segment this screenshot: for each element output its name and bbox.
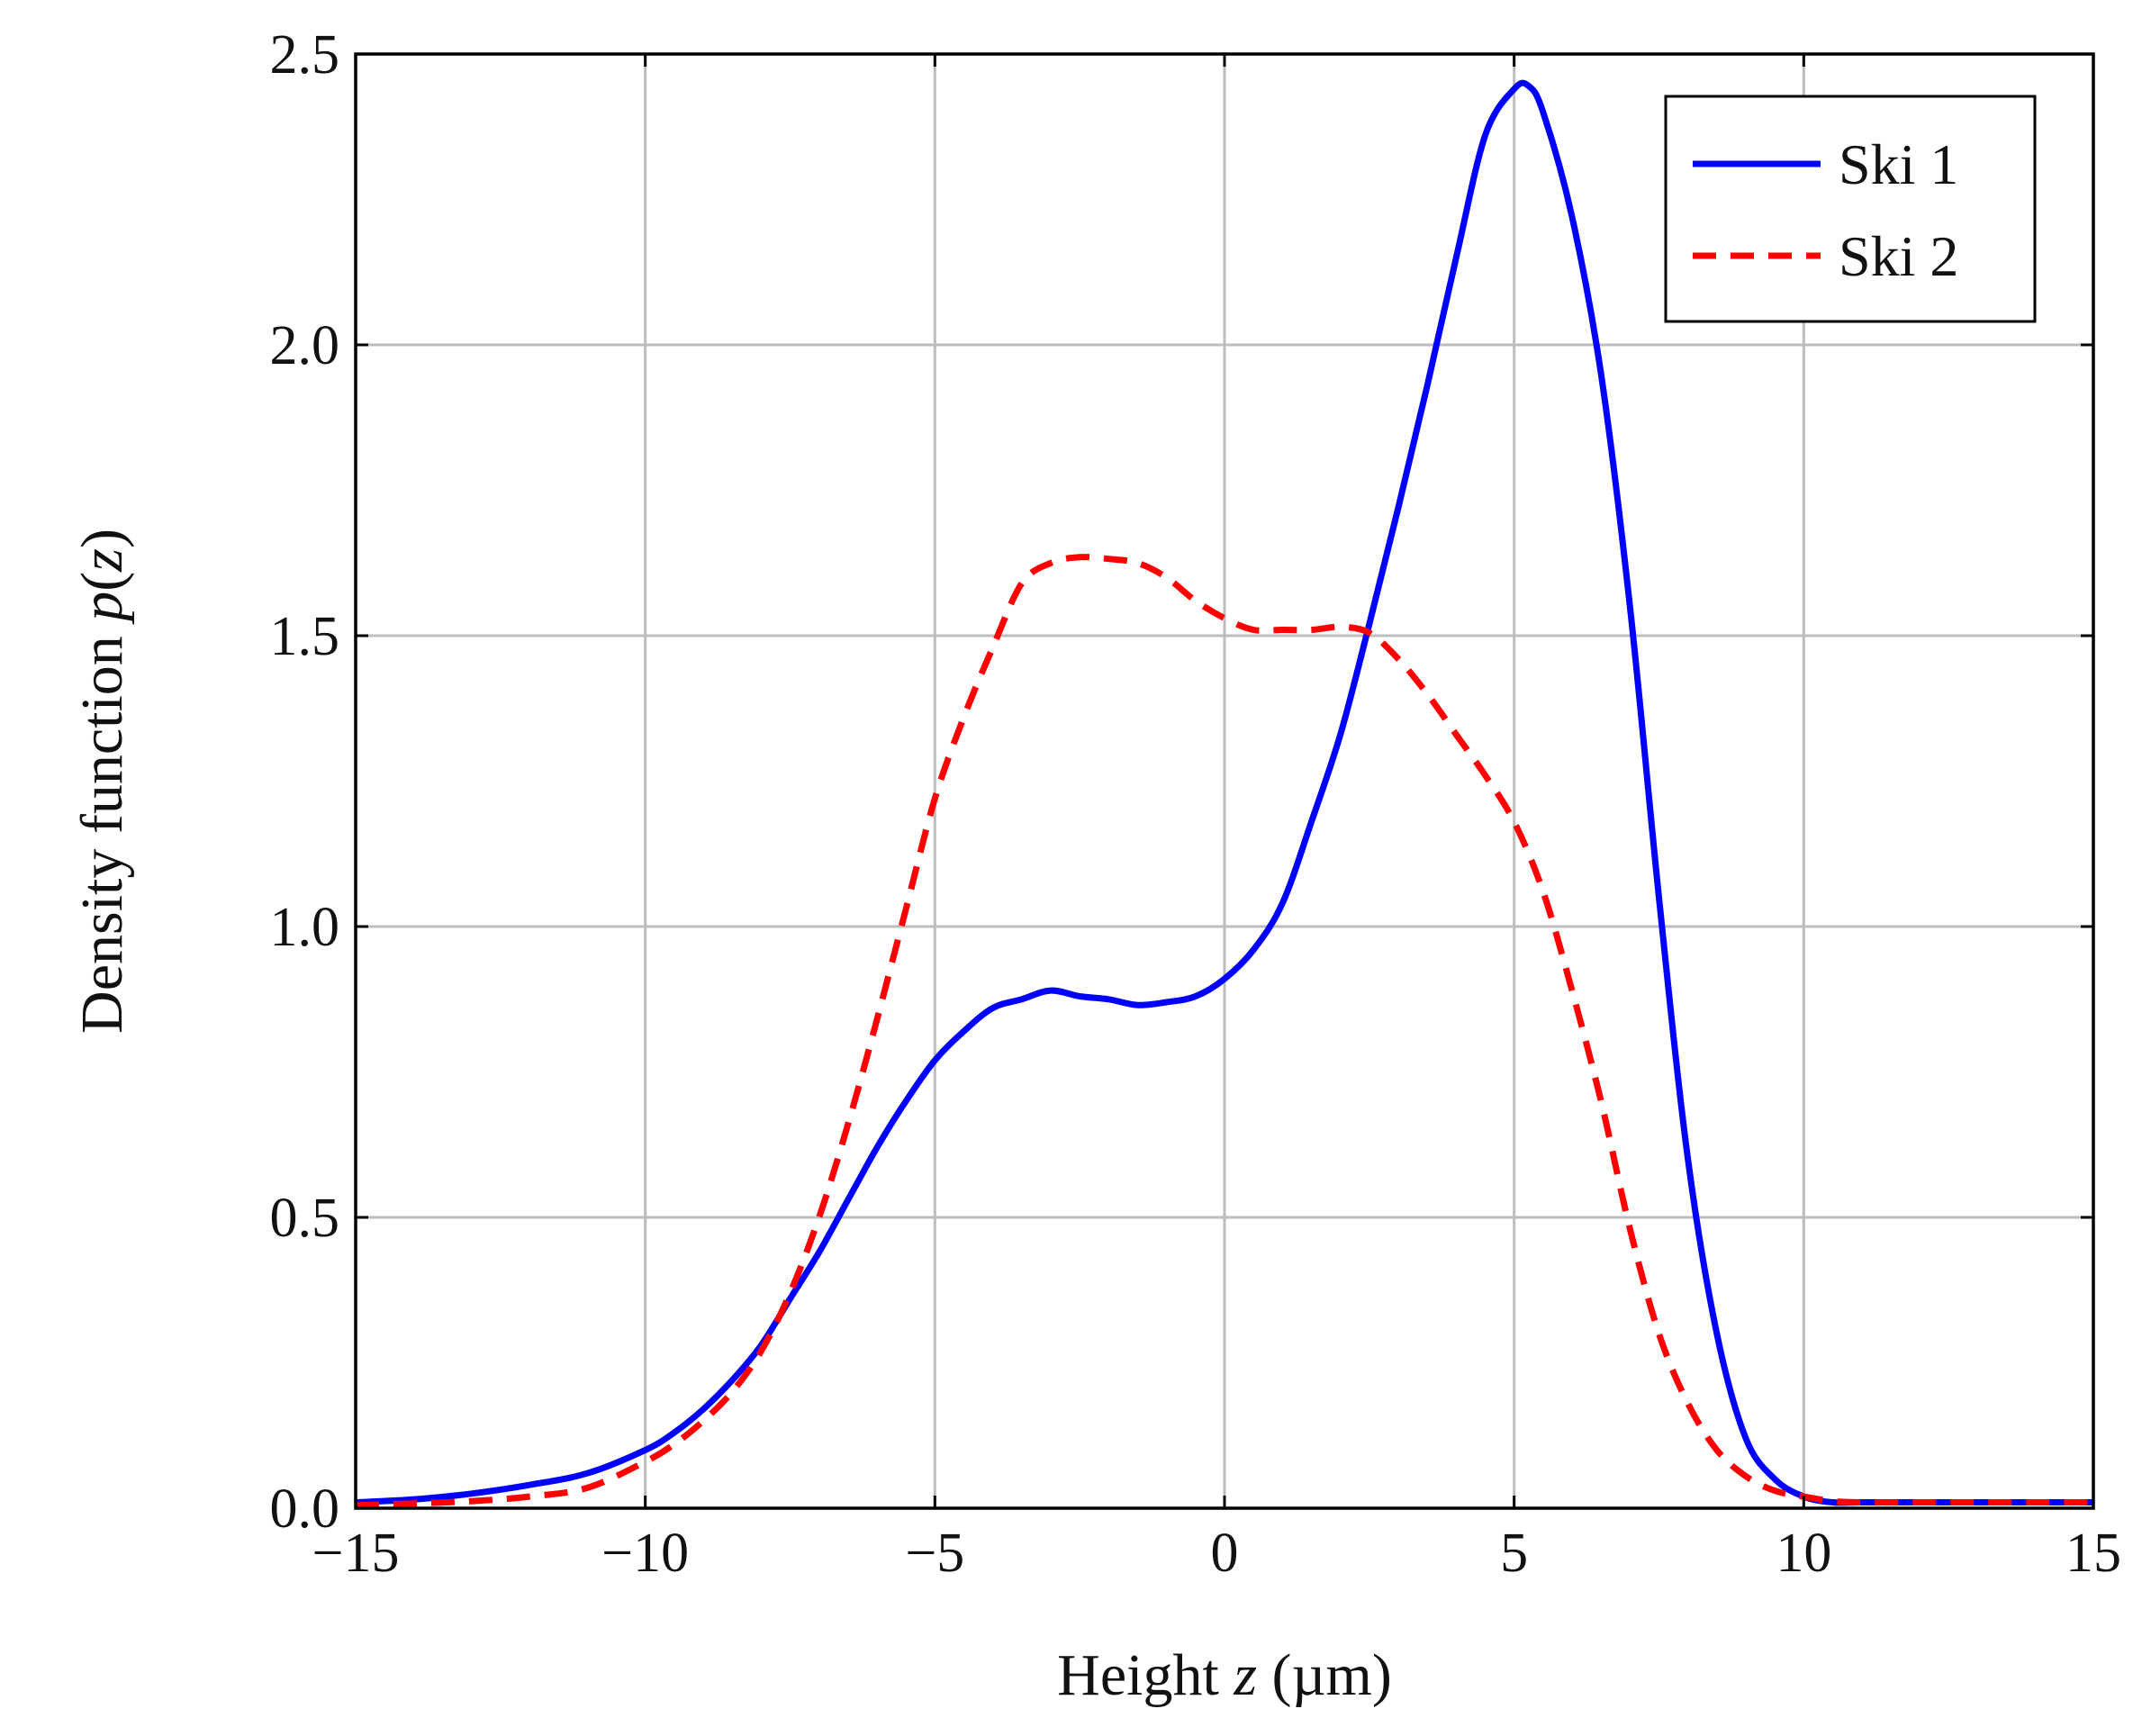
y-axis-label-close-paren: ) — [69, 529, 135, 548]
y-tick-label: 0.5 — [270, 1188, 340, 1249]
series-lines — [356, 79, 2093, 1508]
x-axis-label: Height z (µm) — [1057, 1642, 1392, 1708]
y-axis-label-open-paren: ( — [69, 572, 135, 592]
x-tick-label: −15 — [312, 1523, 400, 1584]
x-axis-label-prefix: Height — [1057, 1642, 1234, 1708]
legend-label-ski-2: Ski 2 — [1839, 224, 1958, 288]
y-axis-label: Density function p(z) — [69, 529, 135, 1034]
y-tick-label: 2.5 — [270, 24, 340, 86]
y-tick-label: 1.0 — [270, 897, 340, 958]
x-tick-label: 15 — [2065, 1523, 2121, 1584]
legend-label-ski-1: Ski 1 — [1839, 132, 1958, 196]
x-tick-label: 10 — [1776, 1523, 1831, 1584]
x-tick-label: −5 — [905, 1523, 964, 1584]
x-tick-label: 0 — [1211, 1523, 1239, 1584]
legend-box — [1664, 95, 2037, 323]
y-axis-label-variable: z — [69, 548, 135, 573]
x-tick-label: 5 — [1500, 1523, 1528, 1584]
y-axis-label-function: p — [69, 592, 135, 625]
series-line-ski-2 — [356, 554, 2093, 1508]
x-tick-label: −10 — [601, 1523, 689, 1584]
x-axis-label-variable: z — [1233, 1642, 1257, 1708]
x-axis-label-unit: (µm) — [1257, 1642, 1392, 1708]
axis-ticks: −15 −10 −5 0 5 10 15 0.0 0.5 1.0 1.5 2.0 2.5 — [270, 24, 2122, 1584]
y-tick-label: 2.0 — [270, 315, 340, 376]
y-tick-label: 1.5 — [270, 606, 340, 667]
legend: Ski 1 Ski 2 — [1664, 95, 2037, 323]
y-axis-label-prefix: Density function — [69, 621, 135, 1034]
y-tick-label: 0.0 — [270, 1478, 340, 1540]
